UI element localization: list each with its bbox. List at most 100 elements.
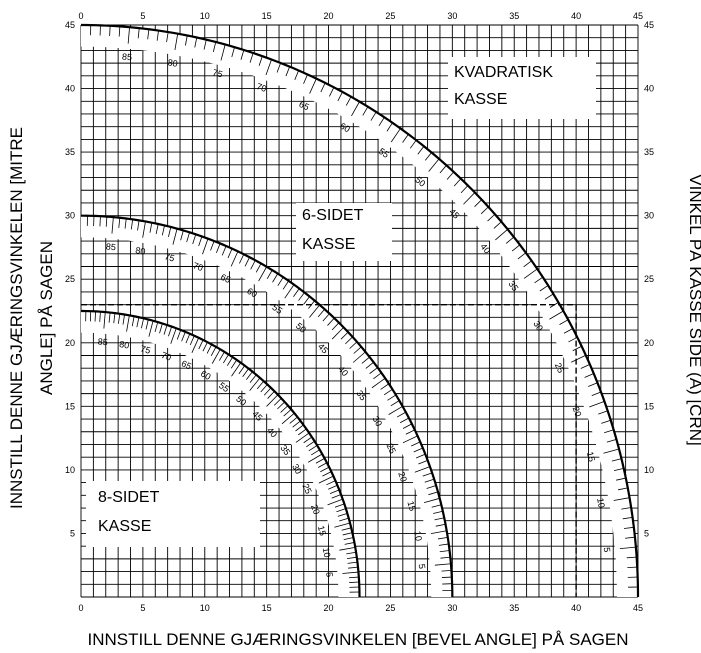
curve-scale-tick <box>329 87 335 97</box>
curve-scale-tick <box>616 477 626 481</box>
curve-scale-tick <box>386 122 393 132</box>
curve-scale-tick <box>346 556 357 560</box>
curve-scale-tick <box>94 311 96 322</box>
curve-line <box>80 23 640 598</box>
curve-scale-tick <box>292 420 301 428</box>
y-tick-label-right: 10 <box>644 465 654 475</box>
curve-scale-tick <box>328 484 338 490</box>
curve-scale-tick <box>318 475 334 484</box>
curve-scale-tick <box>331 327 344 340</box>
curve-scale-tick <box>202 238 209 255</box>
curve-scale-tick <box>249 377 261 391</box>
curve-scale-tick <box>294 70 300 80</box>
x-tick-label-top: 35 <box>509 11 519 21</box>
x-tick-label-bottom: 10 <box>200 603 210 613</box>
curve-angle-label: 50 <box>234 394 248 408</box>
curve-angle-label: 35 <box>278 443 292 457</box>
curve-scale-tick <box>387 394 397 401</box>
curve-scale-tick <box>438 543 449 546</box>
curve-angle-label: 20 <box>309 503 322 516</box>
curve-scale-tick <box>263 387 272 396</box>
curve-scale-tick <box>277 276 284 286</box>
curve-scale-tick <box>230 251 239 267</box>
curve-angle-label: 5 <box>417 563 427 569</box>
curve-scale-tick <box>383 388 393 396</box>
x-tick-label-top: 15 <box>262 11 272 21</box>
curve-scale-tick <box>627 566 638 568</box>
curve-scale-tick <box>180 230 184 241</box>
y-tick-label-left: 10 <box>65 465 75 475</box>
curve-scale-tick <box>337 513 348 517</box>
curve-scale-tick <box>320 466 330 473</box>
y-tick-label-left: 25 <box>65 274 75 284</box>
curve-angle-label: 45 <box>250 409 264 423</box>
series-label-6-sided: 6-SIDET KASSE <box>296 203 392 261</box>
curve-scale-tick <box>242 368 249 377</box>
curve-scale-tick <box>431 504 442 508</box>
curve-scale-tick <box>155 223 159 235</box>
curve-scale-tick <box>439 165 447 174</box>
curve-scale-tick <box>176 329 182 340</box>
curve-scale-tick <box>303 296 310 305</box>
curve-scale-tick <box>511 244 521 252</box>
x-tick-label-top: 20 <box>324 11 334 21</box>
curve-scale-tick <box>523 268 538 279</box>
y-axis-title-line2: ANGLE] PÅ SAGEN <box>37 241 56 395</box>
curve-scale-tick <box>161 225 165 236</box>
curve-scale-tick <box>293 288 300 297</box>
curve-scale-band <box>81 215 453 598</box>
curve-scale-tick <box>309 304 320 318</box>
curve-scale-tick <box>591 391 602 397</box>
curve-scale-tick <box>308 445 318 452</box>
curve-scale-tick <box>342 532 353 536</box>
curve-scale-tick <box>625 536 635 539</box>
curve-scale-tick <box>277 401 285 410</box>
curve-angle-label: 80 <box>119 339 131 351</box>
curve-scale-tick <box>414 466 431 473</box>
curve-scale-tick <box>402 134 409 143</box>
curve-scale-tick <box>108 312 111 323</box>
y-tick-label-right: 20 <box>644 338 654 348</box>
y-tick-label-right: 30 <box>644 211 654 221</box>
curve-angle-label: 60 <box>199 368 213 382</box>
curve-scale-tick <box>619 546 636 549</box>
curve-scale-tick <box>334 522 351 528</box>
curve-scale-tick <box>353 346 362 354</box>
curve-scale-tick <box>434 563 451 566</box>
curve-scale-tick <box>172 228 178 245</box>
curve-scale-tick <box>159 323 163 334</box>
curve-scale-tick <box>361 356 370 364</box>
curve-scale-tick <box>337 91 343 102</box>
curve-scale-tick <box>258 56 263 66</box>
curve-scale-tick <box>327 498 343 506</box>
x-tick-label-top: 5 <box>140 11 145 21</box>
curve-line <box>80 309 361 598</box>
curve-scale-tick <box>298 428 307 436</box>
curve-scale-tick <box>194 37 198 48</box>
x-tick-label-top: 25 <box>385 11 395 21</box>
curve-scale-tick <box>351 101 360 117</box>
curve-scale-tick <box>346 551 357 555</box>
y-tick-label-left: 45 <box>65 20 75 30</box>
curve-scale-tick <box>231 362 242 377</box>
x-tick-label-bottom: 45 <box>633 603 643 613</box>
series-label-square: KVADRATISK KASSE <box>448 57 596 119</box>
curve-scale-tick <box>580 363 591 369</box>
curve-angle-label: 35 <box>354 388 368 402</box>
curve-scale-tick <box>343 537 354 541</box>
curve-angle-label: 50 <box>413 175 427 189</box>
curve-scale-tick <box>463 192 476 205</box>
curve-scale-tick <box>295 424 304 432</box>
curve-angle-label: 25 <box>300 482 313 495</box>
curve-angle-label: 40 <box>265 425 279 439</box>
curve-scale-tick <box>149 222 153 233</box>
curve-scale-tick <box>428 158 440 172</box>
curve-scale-tick <box>424 478 435 483</box>
curve-scale-tick <box>181 331 186 342</box>
curve-angle-label: 55 <box>270 302 284 316</box>
curve-scale-tick <box>601 419 611 424</box>
curve-scale-tick <box>174 33 179 51</box>
curve-scale-tick <box>606 438 617 443</box>
curve-scale-tick <box>226 356 234 366</box>
